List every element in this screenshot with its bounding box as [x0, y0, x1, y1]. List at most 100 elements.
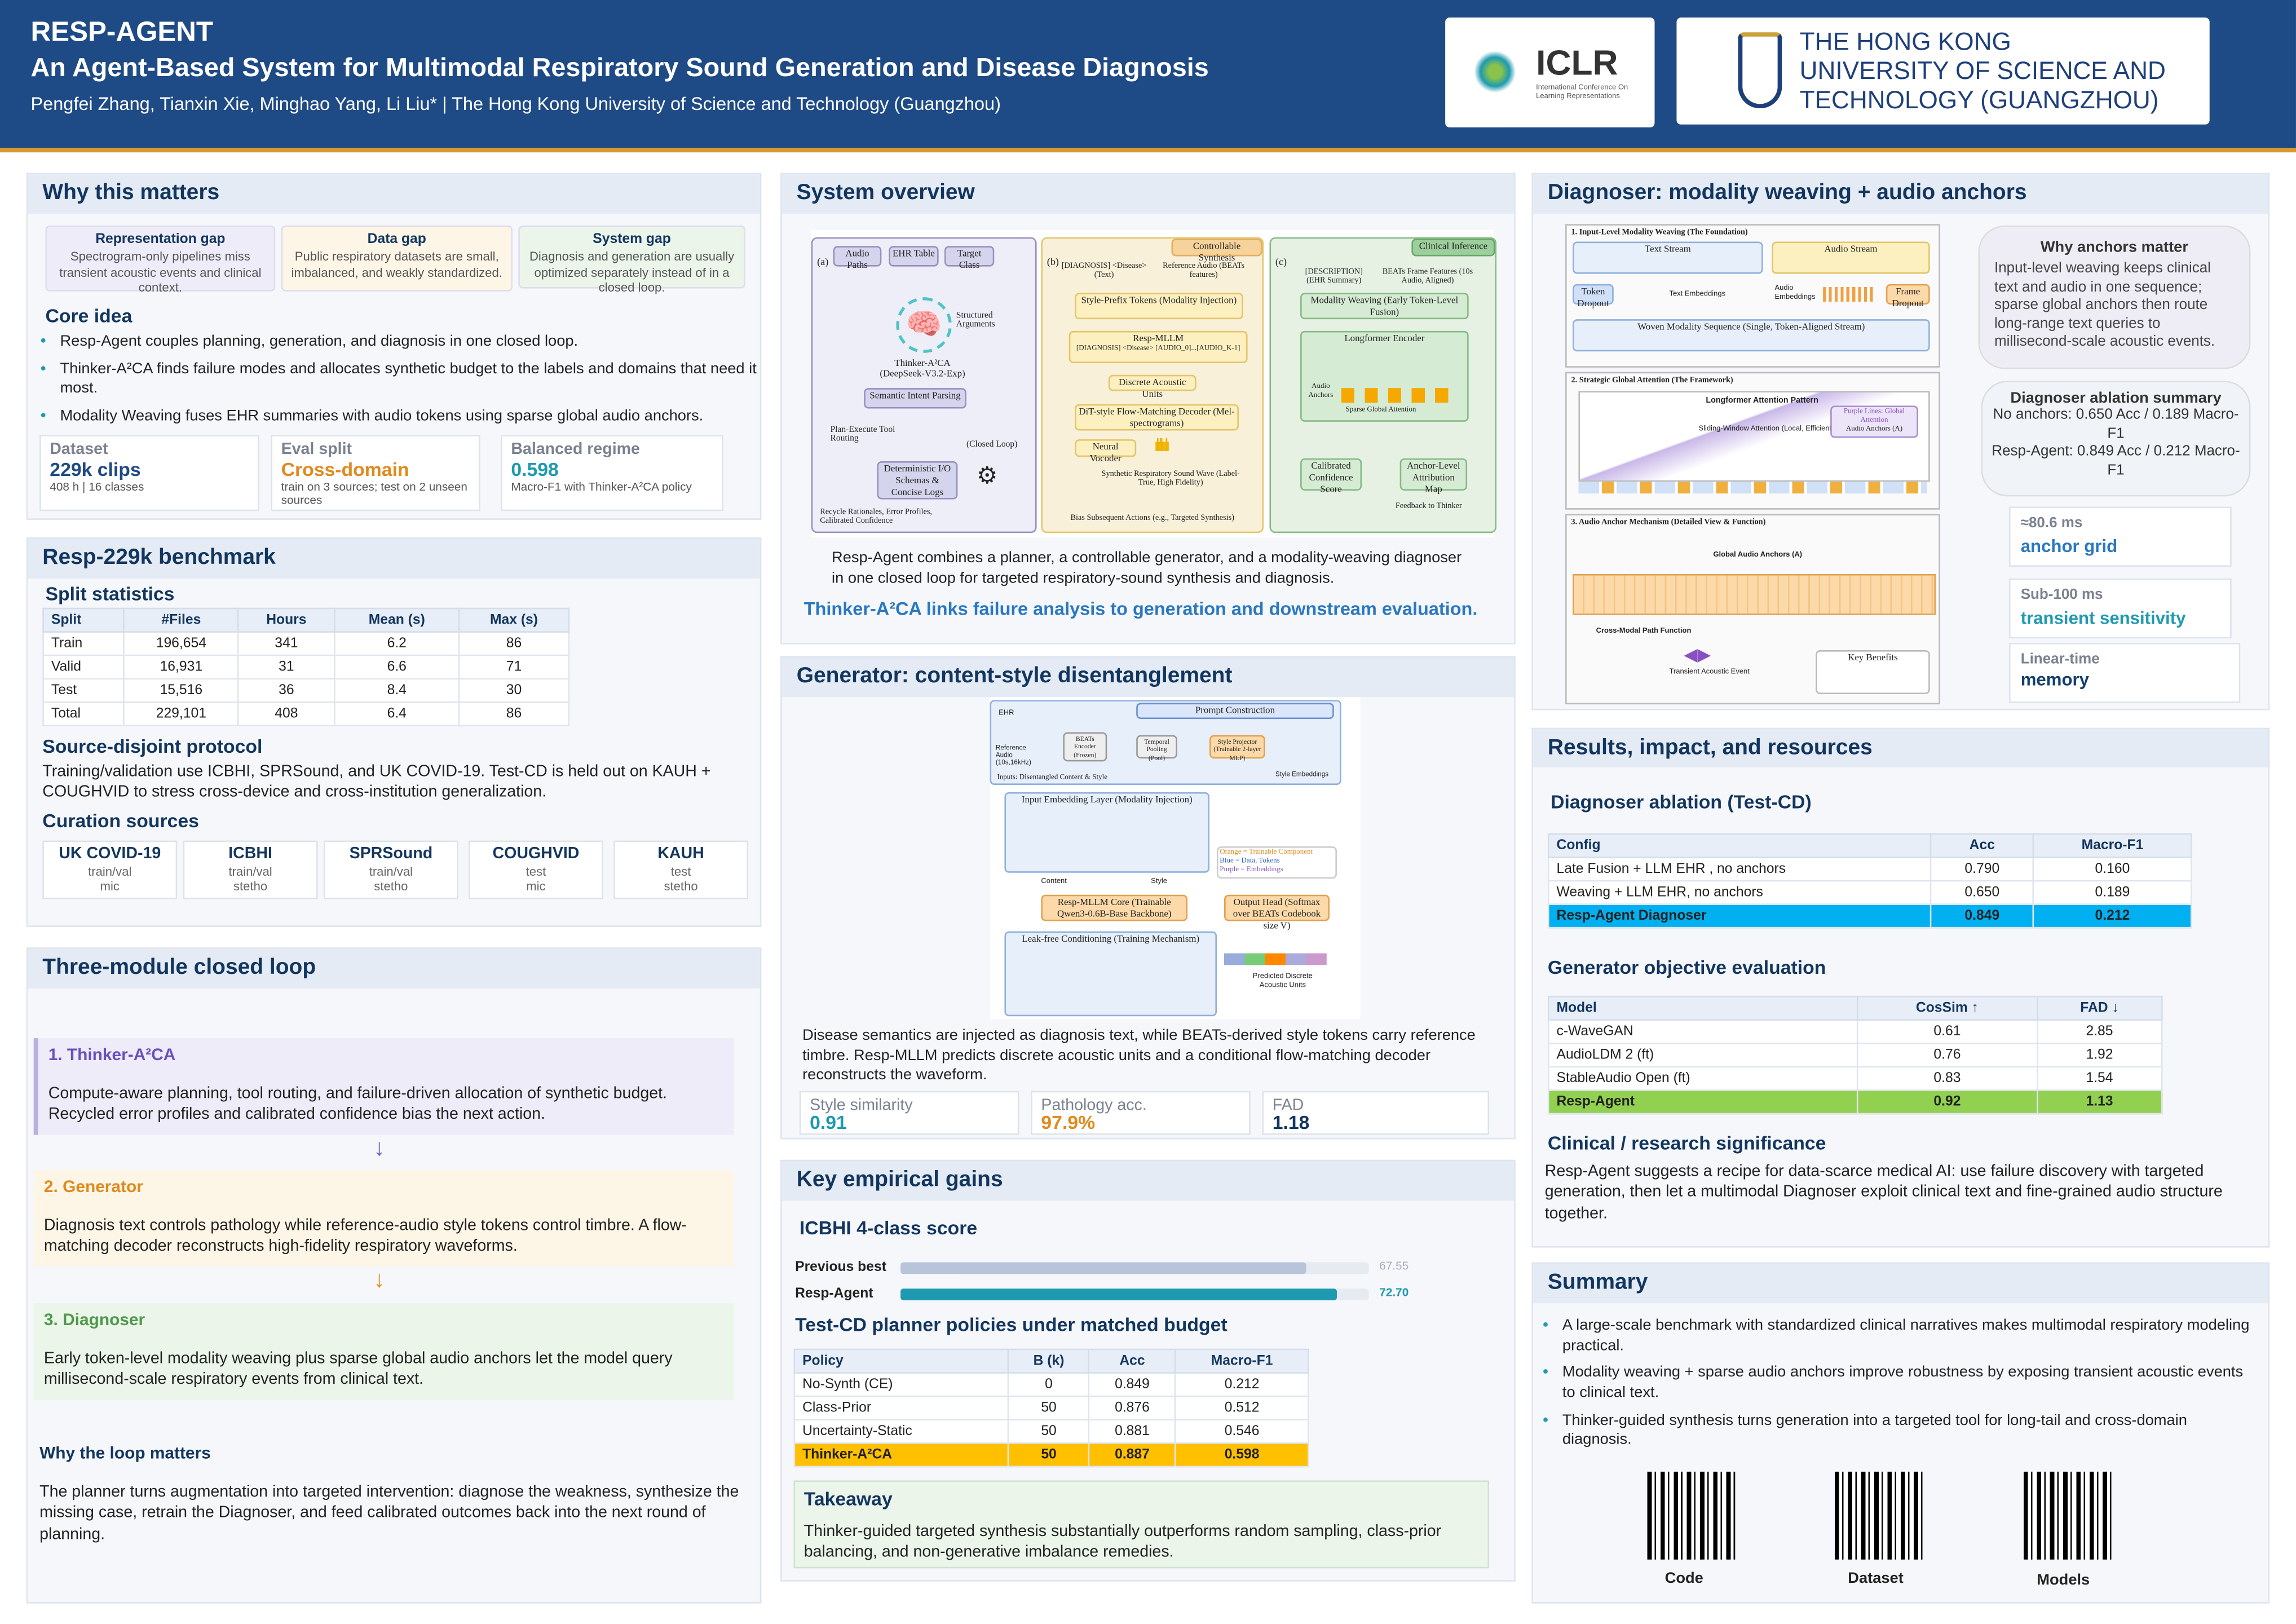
- thinker-sub: (DeepSeek-V3.2-Exp): [880, 369, 965, 379]
- gap-title: Data gap: [367, 231, 426, 248]
- fig-tag: Controllable Synthesis: [1171, 239, 1262, 263]
- why-panel: Why this matters Representation gap Spect…: [26, 173, 763, 520]
- summary-panel: Summary A large-scale benchmark with sta…: [1531, 1262, 2270, 1604]
- summary-item: A large-scale benchmark with standardize…: [1562, 1317, 2258, 1357]
- cell: Train: [42, 631, 125, 656]
- fig-label: Global Audio Anchors (A): [1713, 550, 1803, 560]
- fig-box: Resp-MLLM Core (Trainable Qwen3-0.6B-Bas…: [1041, 894, 1188, 921]
- metric-value: 97.9%: [1041, 1111, 1096, 1134]
- module-generator: 2. Generator Diagnosis text controls path…: [33, 1170, 734, 1267]
- figure-panel-a: (a) Audio Paths EHR Table Target Class 🧠…: [811, 237, 1037, 533]
- table-row: Test 15,516 36 8.4 30: [42, 678, 570, 703]
- panel-title: Summary: [1533, 1264, 2268, 1304]
- fig-label: Feedback to Thinker: [1395, 502, 1462, 511]
- gains-panel: Key empirical gains ICBHI 4-class score …: [780, 1159, 1516, 1582]
- hkust-line: THE HONG KONG: [1799, 28, 2011, 56]
- figure-panel-b: Controllable Synthesis (b) [DIAGNOSIS] <…: [1041, 237, 1264, 533]
- iclr-logo: ICLR International Conference On Learnin…: [1445, 17, 1655, 127]
- metric-value: 1.18: [1272, 1111, 1310, 1134]
- gap-text: Diagnosis and generation are usually opt…: [529, 249, 735, 295]
- cell: Total: [42, 701, 125, 727]
- ablation-summary-box: Diagnoser ablation summary No anchors: 0…: [1981, 381, 2251, 497]
- why-loop-title: Why the loop matters: [39, 1445, 211, 1463]
- fig-label: Predicted Discrete Acoustic Units: [1252, 972, 1313, 990]
- fig-label: Synthetic Respiratory Sound Wave (Label-…: [1101, 470, 1240, 488]
- cell: 16,931: [123, 654, 239, 679]
- qr-code-models-icon[interactable]: [2023, 1471, 2112, 1560]
- table-header: Split #Files Hours Mean (s) Max (s): [42, 607, 570, 633]
- fig-box: Semantic Intent Parsing: [864, 388, 966, 409]
- fig-legend: Orange = Trainable Component Blue = Data,…: [1217, 846, 1337, 879]
- cell: 196,654: [123, 631, 239, 656]
- cell: Resp-Agent: [1547, 1089, 1858, 1115]
- col: Macro-F1: [2033, 833, 2192, 858]
- col: B (k): [1008, 1348, 1090, 1374]
- metric-fad: FAD 1.18: [1262, 1091, 1490, 1135]
- source-split: test: [526, 864, 546, 879]
- table-row-highlight: Resp-Agent Diagnoser 0.849 0.212: [1547, 903, 2192, 929]
- summary-item: Thinker-guided synthesis turns generatio…: [1562, 1411, 2258, 1451]
- cell: 1.13: [2036, 1089, 2163, 1115]
- fig-label: Thinker-A²CA (DeepSeek-V3.2-Exp): [856, 359, 988, 379]
- col: Config: [1547, 833, 1932, 858]
- fig-box: Key Benefits: [1816, 650, 1930, 694]
- short-title: RESP-AGENT: [30, 17, 214, 48]
- benchmark-panel: Resp-229k benchmark Split statistics Spl…: [26, 537, 762, 927]
- module-title: 1. Thinker-A²CA: [48, 1047, 176, 1065]
- protocol-text: Training/validation use ICBHI, SPRSound,…: [42, 762, 711, 802]
- ablation-title: Diagnoser ablation (Test-CD): [1551, 791, 1812, 813]
- cell: 0.92: [1856, 1089, 2038, 1115]
- source-card: UK COVID-19 train/val mic: [42, 840, 178, 899]
- cell: 1.92: [2036, 1042, 2163, 1068]
- fig-box-mllm: Resp-MLLM [DIAGNOSIS] <Disease> [AUDIO_0]…: [1068, 330, 1248, 364]
- split-table: Split #Files Hours Mean (s) Max (s) Train 196…: [42, 607, 570, 727]
- cell: 31: [237, 654, 335, 679]
- core-idea-item: Resp-Agent couples planning, generation,…: [60, 332, 763, 352]
- cell: 0.546: [1175, 1419, 1309, 1444]
- table-row: c-WaveGAN 0.61 2.85: [1547, 1019, 2163, 1044]
- core-idea-title: Core idea: [45, 304, 133, 327]
- qr-code-dataset-icon[interactable]: [1834, 1471, 1923, 1560]
- card-value: transient sensitivity: [2020, 607, 2186, 629]
- ablation-line: Resp-Agent: 0.849 Acc / 0.212 Macro-F1: [1992, 443, 2240, 478]
- hkust-crest-icon: [1738, 32, 1782, 109]
- cell: Test: [42, 678, 125, 703]
- col: CosSim ↑: [1856, 995, 2038, 1021]
- diag-fig-part1: 1. Input-Level Modality Weaving (The Fou…: [1565, 224, 1940, 368]
- fig-label: Reference Audio (10s,16kHz): [995, 744, 1031, 766]
- iclr-logo-subtext: International Conference On Learning Rep…: [1536, 83, 1628, 102]
- metric-label: Pathology acc.: [1041, 1097, 1147, 1115]
- module-diagnoser: 3. Diagnoser Early token-level modality w…: [33, 1303, 734, 1400]
- qr-code-code-icon[interactable]: [1647, 1471, 1736, 1560]
- col: Acc: [1088, 1348, 1177, 1374]
- qr-label: Dataset: [1848, 1569, 1904, 1588]
- fig-label: Audio Anchors (A): [1845, 426, 1903, 434]
- col: Max (s): [458, 607, 570, 633]
- module-thinker: 1. Thinker-A²CA Compute-aware planning, t…: [33, 1038, 734, 1135]
- module-text: Early token-level modality weaving plus …: [43, 1349, 673, 1389]
- bar-value: 67.55: [1379, 1259, 1409, 1273]
- down-arrow-icon: ↓: [373, 1136, 385, 1162]
- diag-fig-part3: 3. Audio Anchor Mechanism (Detailed View…: [1565, 514, 1940, 705]
- fig-box: Calibrated Confidence Score: [1300, 458, 1362, 495]
- hkust-line: TECHNOLOGY (GUANGZHOU): [1799, 86, 2159, 114]
- cell: 36: [237, 678, 335, 703]
- gap-card: Data gap Public respiratory datasets are …: [281, 225, 513, 292]
- unit-tokens: [1224, 953, 1327, 965]
- hkust-logo: THE HONG KONG UNIVERSITY OF SCIENCE AND …: [1676, 17, 2210, 125]
- cell: 0.598: [1175, 1442, 1309, 1468]
- fig-label: [DIAGNOSIS] <Disease> (Text): [1061, 262, 1147, 280]
- card-label: Sub-100 ms: [2020, 587, 2103, 603]
- takeaway-title: Takeaway: [803, 1488, 893, 1510]
- figure-panel-c: Clinical Inference (c) [DESCRIPTION] (EH…: [1269, 237, 1497, 533]
- source-type: mic: [100, 879, 120, 894]
- col: Macro-F1: [1175, 1348, 1309, 1374]
- cell: 6.6: [334, 654, 460, 679]
- cell: 0.189: [2033, 880, 2192, 905]
- fig-label: Bias Subsequent Actions (e.g., Targeted …: [1070, 514, 1234, 523]
- table-row: Late Fusion + LLM EHR , no anchors 0.790 0…: [1547, 857, 2192, 882]
- table-row: Train 196,654 341 6.2 86: [42, 631, 570, 656]
- panel-title: Results, impact, and resources: [1533, 729, 2268, 767]
- audio-wave-icon: [1823, 286, 1875, 302]
- source-type: mic: [526, 879, 546, 894]
